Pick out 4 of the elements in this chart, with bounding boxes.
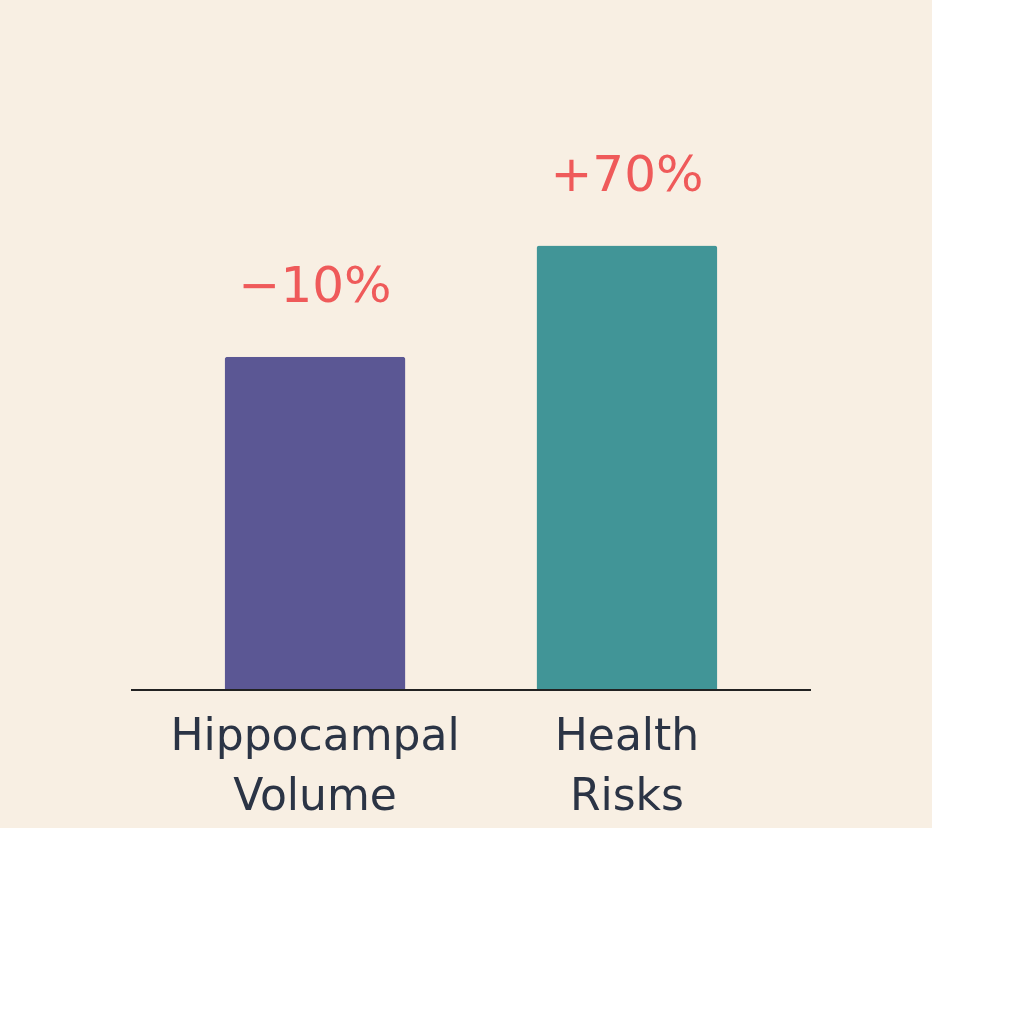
x-tick-label: Health Risks [554, 708, 700, 820]
annotation: −10% [238, 255, 392, 314]
annotation: +70% [550, 144, 704, 203]
x-tick-label: Hippocampal Volume [170, 708, 460, 820]
